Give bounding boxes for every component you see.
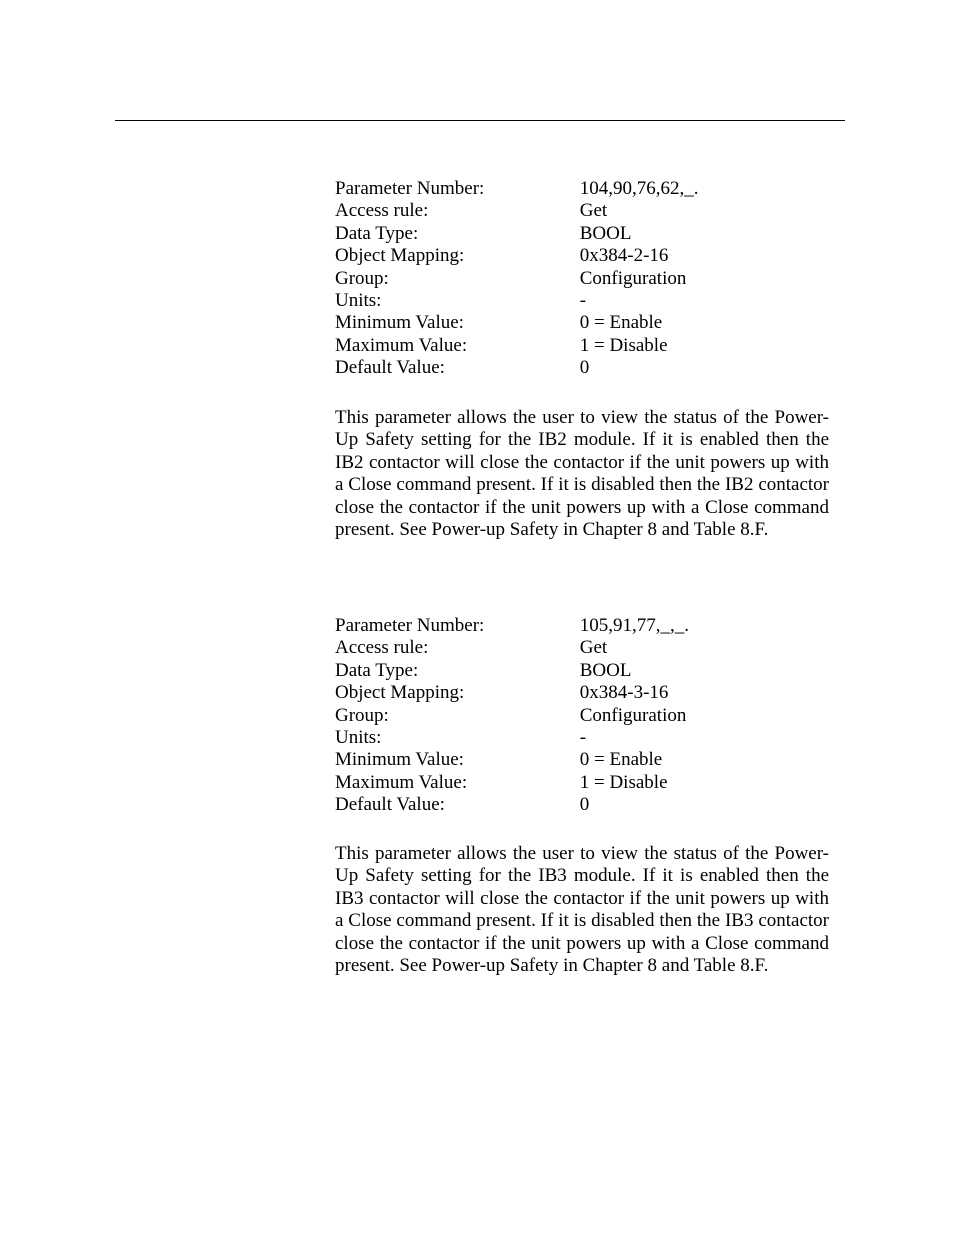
param-label: Minimum Value: xyxy=(335,312,575,334)
param-label: Access rule: xyxy=(335,200,575,222)
param-value: 0 xyxy=(580,794,590,816)
param-block-2: Parameter Number: 105,91,77,_,_. Access … xyxy=(335,615,845,817)
param-row: Group: Configuration xyxy=(335,705,845,727)
param-label: Data Type: xyxy=(335,223,575,245)
param-label: Object Mapping: xyxy=(335,682,575,704)
param-label: Maximum Value: xyxy=(335,772,575,794)
param-row: Access rule: Get xyxy=(335,200,845,222)
param-row: Parameter Number: 105,91,77,_,_. xyxy=(335,615,845,637)
param-label: Access rule: xyxy=(335,637,575,659)
param-row: Maximum Value: 1 = Disable xyxy=(335,335,845,357)
param-row: Data Type: BOOL xyxy=(335,223,845,245)
param-row: Minimum Value: 0 = Enable xyxy=(335,749,845,771)
param-label: Minimum Value: xyxy=(335,749,575,771)
param-value: 1 = Disable xyxy=(580,772,668,794)
param-value: Get xyxy=(580,637,607,659)
param-row: Object Mapping: 0x384-2-16 xyxy=(335,245,845,267)
param-row: Parameter Number: 104,90,76,62,_. xyxy=(335,178,845,200)
param-value: Get xyxy=(580,200,607,222)
param-label: Parameter Number: xyxy=(335,615,575,637)
param-value: - xyxy=(580,290,586,312)
param-value: 105,91,77,_,_. xyxy=(580,615,689,637)
document-page: Parameter Number: 104,90,76,62,_. Access… xyxy=(0,0,954,1235)
description-2: This parameter allows the user to view t… xyxy=(335,843,829,977)
param-value: 1 = Disable xyxy=(580,335,668,357)
param-value: 0x384-2-16 xyxy=(580,245,669,267)
param-value: 0x384-3-16 xyxy=(580,682,669,704)
param-value: BOOL xyxy=(580,660,632,682)
param-row: Access rule: Get xyxy=(335,637,845,659)
param-label: Group: xyxy=(335,268,575,290)
param-row: Default Value: 0 xyxy=(335,794,845,816)
param-value: 0 xyxy=(580,357,590,379)
param-block-1: Parameter Number: 104,90,76,62,_. Access… xyxy=(335,178,845,380)
param-label: Default Value: xyxy=(335,357,575,379)
param-label: Data Type: xyxy=(335,660,575,682)
param-row: Default Value: 0 xyxy=(335,357,845,379)
description-1: This parameter allows the user to view t… xyxy=(335,407,829,541)
param-label: Object Mapping: xyxy=(335,245,575,267)
param-label: Group: xyxy=(335,705,575,727)
param-value: 0 = Enable xyxy=(580,312,662,334)
param-label: Units: xyxy=(335,727,575,749)
param-row: Object Mapping: 0x384-3-16 xyxy=(335,682,845,704)
param-label: Units: xyxy=(335,290,575,312)
param-row: Units: - xyxy=(335,727,845,749)
param-value: BOOL xyxy=(580,223,632,245)
param-row: Units: - xyxy=(335,290,845,312)
param-value: - xyxy=(580,727,586,749)
description-text: This parameter allows the user to view t… xyxy=(335,843,829,976)
header-rule xyxy=(115,120,845,121)
param-value: Configuration xyxy=(580,268,687,290)
param-row: Maximum Value: 1 = Disable xyxy=(335,772,845,794)
param-row: Data Type: BOOL xyxy=(335,660,845,682)
param-value: Configuration xyxy=(580,705,687,727)
description-text: This parameter allows the user to view t… xyxy=(335,407,829,540)
param-value: 104,90,76,62,_. xyxy=(580,178,699,200)
param-label: Default Value: xyxy=(335,794,575,816)
param-label: Parameter Number: xyxy=(335,178,575,200)
param-row: Group: Configuration xyxy=(335,268,845,290)
param-value: 0 = Enable xyxy=(580,749,662,771)
param-label: Maximum Value: xyxy=(335,335,575,357)
param-row: Minimum Value: 0 = Enable xyxy=(335,312,845,334)
